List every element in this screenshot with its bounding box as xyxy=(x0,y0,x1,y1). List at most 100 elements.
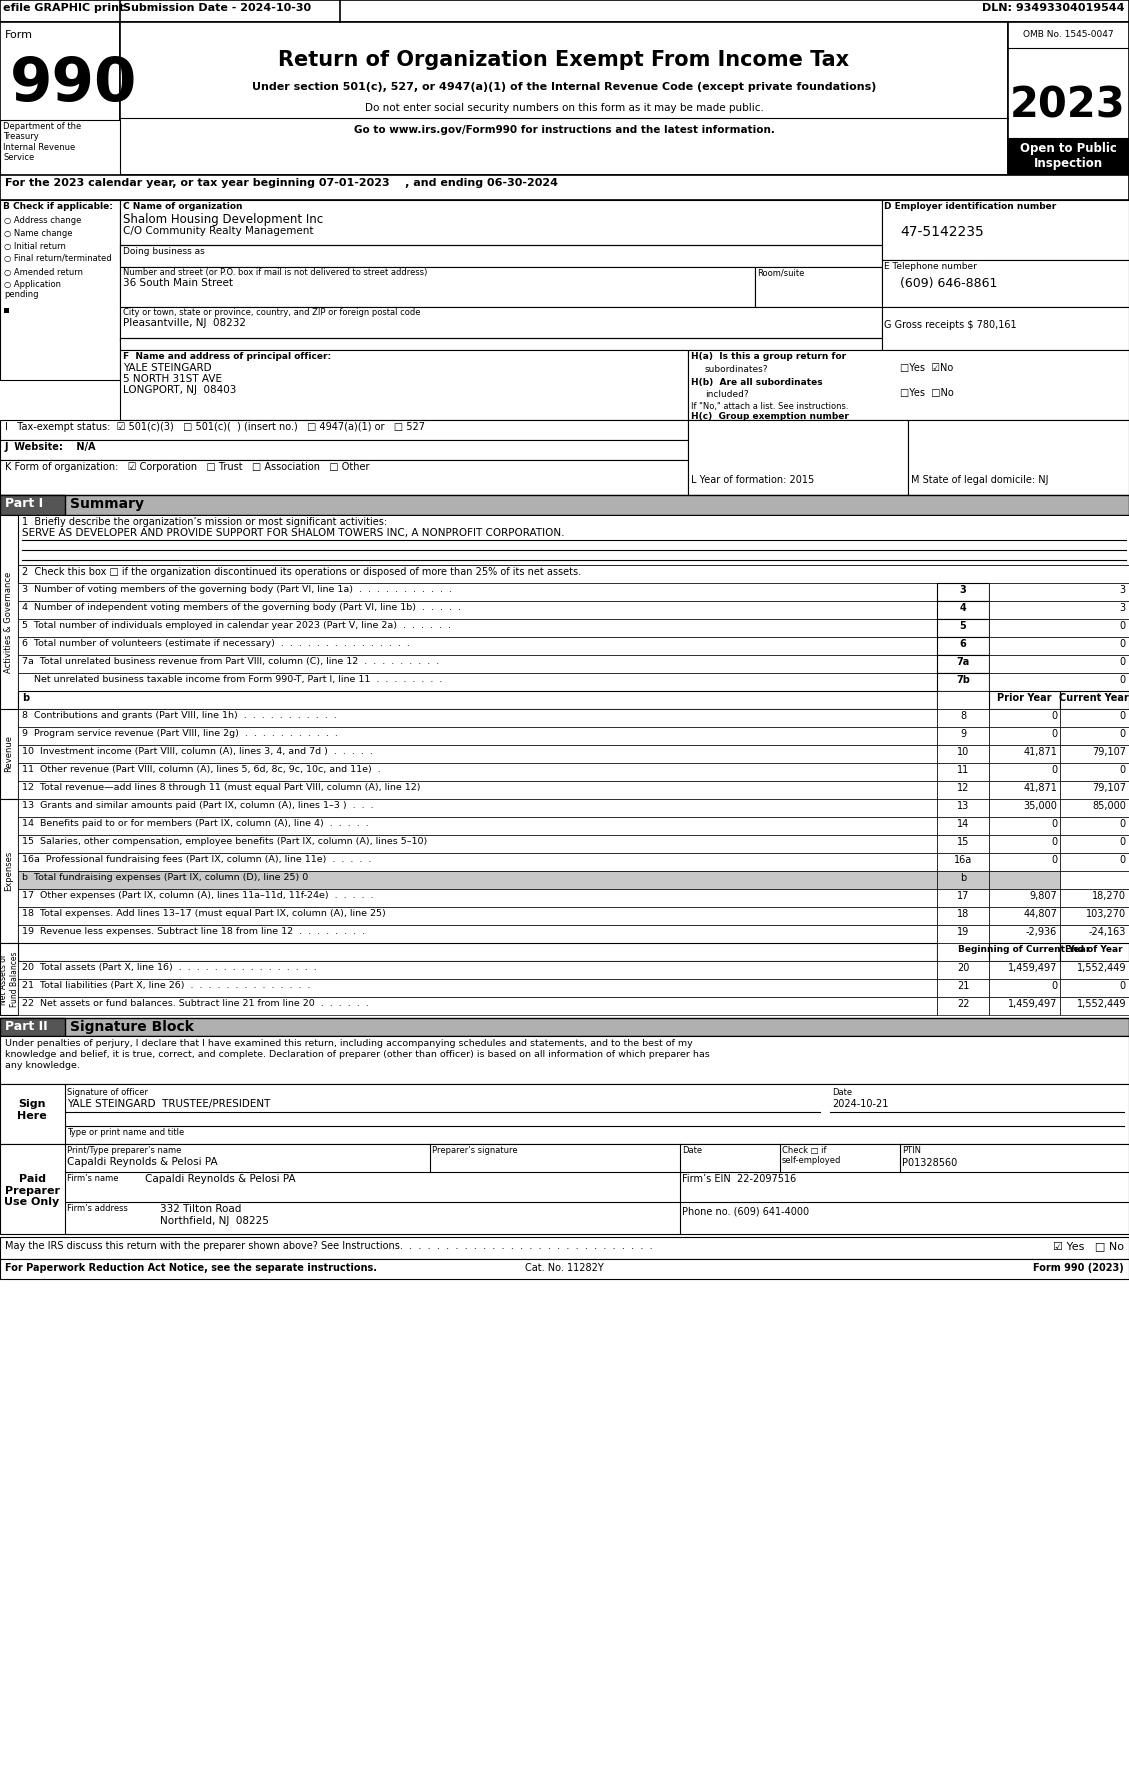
Text: Revenue: Revenue xyxy=(5,735,14,772)
Bar xyxy=(937,835,989,853)
Text: 79,107: 79,107 xyxy=(1092,782,1126,793)
Text: Preparer’s signature: Preparer’s signature xyxy=(432,1146,517,1155)
Text: F  Name and address of principal officer:: F Name and address of principal officer: xyxy=(123,351,331,360)
Bar xyxy=(1008,138,1129,175)
Bar xyxy=(18,655,937,673)
Bar xyxy=(0,21,120,175)
Bar xyxy=(989,745,1060,763)
Text: Pleasantville, NJ  08232: Pleasantville, NJ 08232 xyxy=(123,318,246,328)
Bar xyxy=(18,565,1129,583)
Text: 0: 0 xyxy=(1051,980,1057,991)
Text: 6  Total number of volunteers (estimate if necessary)  .  .  .  .  .  .  .  .  .: 6 Total number of volunteers (estimate i… xyxy=(21,639,410,648)
Bar xyxy=(989,638,1129,655)
Text: 7a: 7a xyxy=(956,657,970,668)
Text: 10: 10 xyxy=(957,747,969,758)
Bar xyxy=(1060,871,1129,888)
Text: D Employer identification number: D Employer identification number xyxy=(884,201,1057,210)
Bar xyxy=(937,728,989,745)
Text: City or town, state or province, country, and ZIP or foreign postal code: City or town, state or province, country… xyxy=(123,307,420,318)
Bar xyxy=(0,494,65,516)
Text: -2,936: -2,936 xyxy=(1026,927,1057,938)
Bar xyxy=(18,871,937,888)
Bar xyxy=(18,798,937,818)
Text: 0: 0 xyxy=(1119,622,1124,630)
Text: 0: 0 xyxy=(1051,819,1057,828)
Text: Sign
Here: Sign Here xyxy=(17,1098,47,1121)
Bar xyxy=(937,620,989,638)
Bar xyxy=(937,853,989,871)
Text: 990: 990 xyxy=(10,55,138,115)
Text: PTIN: PTIN xyxy=(902,1146,921,1155)
Bar xyxy=(18,925,937,943)
Bar xyxy=(937,763,989,781)
Text: 332 Tilton Road: 332 Tilton Road xyxy=(160,1204,242,1213)
Text: 14: 14 xyxy=(957,819,969,828)
Text: 41,871: 41,871 xyxy=(1023,747,1057,758)
Text: 79,107: 79,107 xyxy=(1092,747,1126,758)
Bar xyxy=(0,420,688,440)
Text: ○ Application
pending: ○ Application pending xyxy=(5,281,61,300)
Bar xyxy=(18,908,937,925)
Bar xyxy=(937,998,989,1015)
Bar xyxy=(18,620,937,638)
Bar xyxy=(937,655,989,673)
Bar xyxy=(937,871,989,888)
Text: 18: 18 xyxy=(957,909,969,918)
Bar xyxy=(989,943,1060,961)
Bar xyxy=(0,1084,1129,1144)
Bar xyxy=(882,200,1129,260)
Text: 0: 0 xyxy=(1119,657,1124,668)
Text: Date: Date xyxy=(832,1088,852,1097)
Text: 9: 9 xyxy=(960,729,966,738)
Text: H(b)  Are all subordinates: H(b) Are all subordinates xyxy=(691,378,823,387)
Bar xyxy=(0,1017,65,1037)
Text: Department of the
Treasury
Internal Revenue
Service: Department of the Treasury Internal Reve… xyxy=(3,122,81,162)
Text: 18,270: 18,270 xyxy=(1092,892,1126,901)
Bar xyxy=(18,835,937,853)
Text: May the IRS discuss this return with the preparer shown above? See Instructions.: May the IRS discuss this return with the… xyxy=(5,1241,653,1250)
Text: any knowledge.: any knowledge. xyxy=(5,1061,80,1070)
Text: 1,552,449: 1,552,449 xyxy=(1076,962,1126,973)
Bar xyxy=(5,307,9,313)
Text: included?: included? xyxy=(704,390,749,399)
Bar xyxy=(0,200,120,380)
Bar xyxy=(18,516,1129,565)
Bar xyxy=(120,21,1008,175)
Text: M State of legal domicile: NJ: M State of legal domicile: NJ xyxy=(911,475,1049,486)
Text: 16a  Professional fundraising fees (Part IX, column (A), line 11e)  .  .  .  .  : 16a Professional fundraising fees (Part … xyxy=(21,855,371,864)
Text: 0: 0 xyxy=(1120,765,1126,775)
Text: 3: 3 xyxy=(1119,585,1124,595)
Text: 1,552,449: 1,552,449 xyxy=(1076,1000,1126,1008)
Bar xyxy=(18,638,937,655)
Bar xyxy=(18,673,937,691)
Text: Doing business as: Doing business as xyxy=(123,247,204,256)
Text: 0: 0 xyxy=(1051,855,1057,865)
Text: 36 South Main Street: 36 South Main Street xyxy=(123,277,233,288)
Text: 1,459,497: 1,459,497 xyxy=(1007,1000,1057,1008)
Text: 8: 8 xyxy=(960,712,966,721)
Text: 17  Other expenses (Part IX, column (A), lines 11a–11d, 11f-24e)  .  .  .  .  .: 17 Other expenses (Part IX, column (A), … xyxy=(21,892,374,901)
Text: 10  Investment income (Part VIII, column (A), lines 3, 4, and 7d )  .  .  .  .  : 10 Investment income (Part VIII, column … xyxy=(21,747,373,756)
Bar xyxy=(18,998,937,1015)
Text: 0: 0 xyxy=(1119,675,1124,685)
Bar xyxy=(882,307,1129,350)
Text: 1,459,497: 1,459,497 xyxy=(1007,962,1057,973)
Text: 21: 21 xyxy=(956,980,969,991)
Bar xyxy=(0,516,18,729)
Bar xyxy=(18,745,937,763)
Bar xyxy=(0,798,18,943)
Text: 11: 11 xyxy=(957,765,969,775)
Text: Room/suite: Room/suite xyxy=(758,268,804,277)
Bar xyxy=(120,307,882,343)
Text: ☑ Yes   □ No: ☑ Yes □ No xyxy=(1053,1241,1124,1250)
Text: Under penalties of perjury, I declare that I have examined this return, includin: Under penalties of perjury, I declare th… xyxy=(5,1038,693,1047)
Text: Northfield, NJ  08225: Northfield, NJ 08225 xyxy=(160,1217,269,1226)
Text: (609) 646-8861: (609) 646-8861 xyxy=(900,277,997,290)
Text: b: b xyxy=(21,692,29,703)
Text: Paid
Preparer
Use Only: Paid Preparer Use Only xyxy=(5,1174,60,1208)
Bar xyxy=(989,728,1060,745)
Text: DLN: 93493304019544: DLN: 93493304019544 xyxy=(981,4,1124,12)
Bar xyxy=(1060,853,1129,871)
Bar xyxy=(1060,998,1129,1015)
Bar xyxy=(0,0,1129,21)
